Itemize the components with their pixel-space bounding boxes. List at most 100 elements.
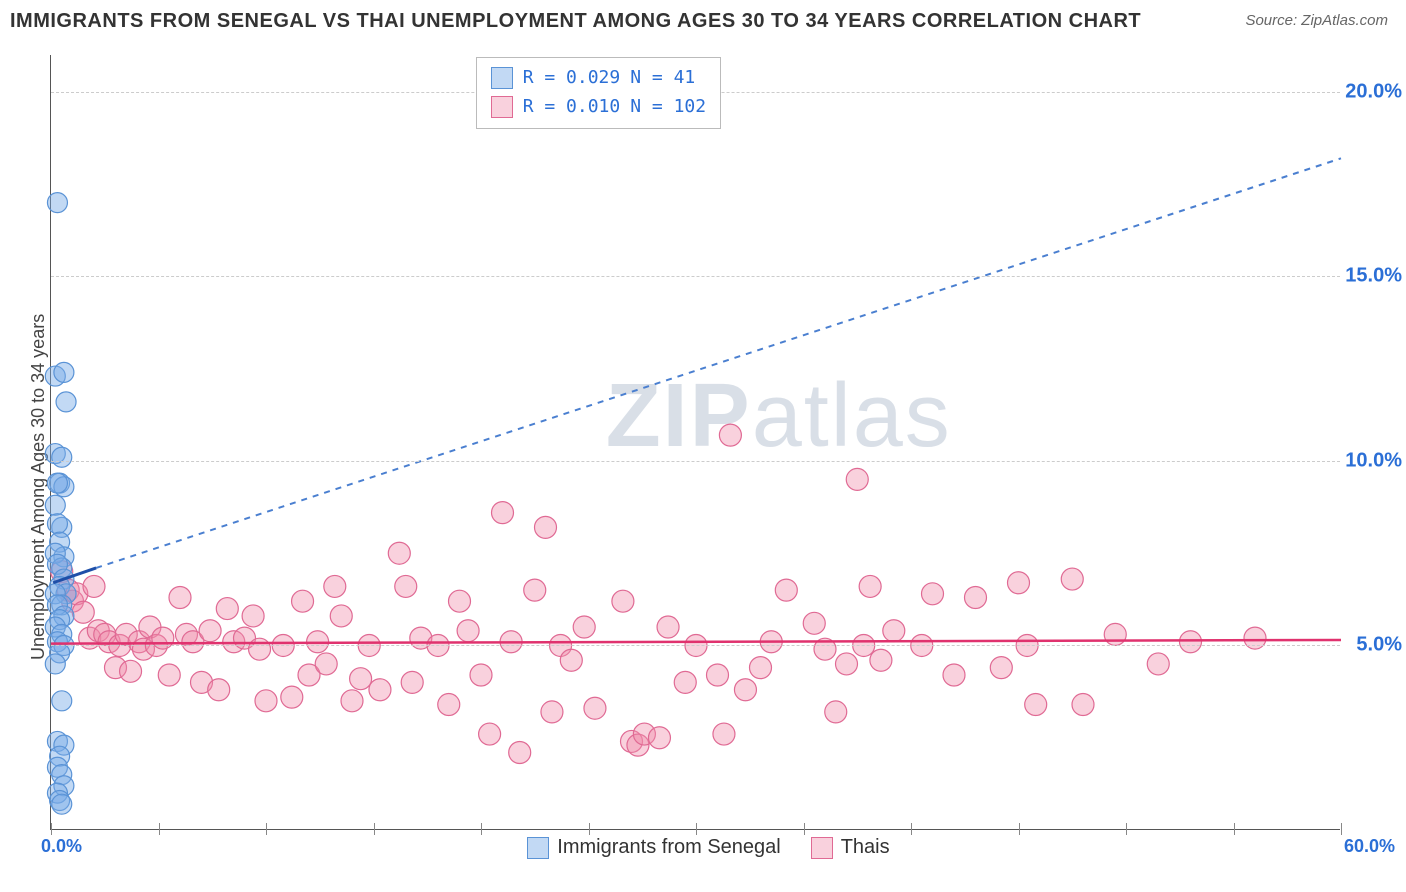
legend-item-senegal: Immigrants from Senegal <box>527 836 780 859</box>
data-point <box>707 664 729 686</box>
data-point <box>1147 653 1169 675</box>
data-point <box>249 638 271 660</box>
data-point <box>54 362 74 382</box>
data-point <box>1008 572 1030 594</box>
data-point <box>45 654 65 674</box>
data-point <box>52 447 72 467</box>
data-point <box>72 601 94 623</box>
legend-stats-row-thai: R = 0.010 N = 102 <box>491 93 706 122</box>
data-point <box>1180 631 1202 653</box>
x-tick <box>51 823 52 835</box>
swatch-senegal <box>491 67 513 89</box>
data-point <box>1061 568 1083 590</box>
data-point <box>1104 623 1126 645</box>
data-point <box>292 590 314 612</box>
data-point <box>836 653 858 675</box>
data-point <box>199 620 221 642</box>
gridline-y <box>51 461 1340 462</box>
data-point <box>492 502 514 524</box>
data-point <box>509 742 531 764</box>
data-point <box>395 575 417 597</box>
plot-area: ZIPatlas 5.0%10.0%15.0%20.0%0.0%60.0% <box>50 55 1340 830</box>
data-point <box>535 516 557 538</box>
data-point <box>457 620 479 642</box>
data-point <box>883 620 905 642</box>
data-point <box>859 575 881 597</box>
n-thai: N = 102 <box>630 93 706 122</box>
x-tick-label: 0.0% <box>41 836 82 857</box>
legend-label-thai: Thais <box>841 836 890 859</box>
x-tick-label: 60.0% <box>1344 836 1395 857</box>
trend-line-senegal-dashed <box>96 158 1341 568</box>
data-point <box>870 649 892 671</box>
data-point <box>846 468 868 490</box>
swatch-senegal-b <box>527 837 549 859</box>
data-point <box>388 542 410 564</box>
data-point <box>524 579 546 601</box>
data-point <box>674 671 696 693</box>
data-point <box>479 723 501 745</box>
r-thai: R = 0.010 <box>523 93 621 122</box>
data-point <box>713 723 735 745</box>
data-point <box>612 590 634 612</box>
data-point <box>47 514 67 534</box>
x-tick <box>159 823 160 835</box>
data-point <box>573 616 595 638</box>
x-tick <box>1341 823 1342 835</box>
data-point <box>47 193 67 213</box>
legend-label-senegal: Immigrants from Senegal <box>557 836 780 859</box>
data-point <box>734 679 756 701</box>
legend-item-thai: Thais <box>811 836 890 859</box>
data-point <box>341 690 363 712</box>
x-tick <box>1019 823 1020 835</box>
data-point <box>922 583 944 605</box>
data-point <box>401 671 423 693</box>
x-tick <box>266 823 267 835</box>
data-point <box>158 664 180 686</box>
data-point <box>1025 694 1047 716</box>
data-point <box>120 660 142 682</box>
y-tick-label: 10.0% <box>1345 449 1402 472</box>
data-point <box>965 587 987 609</box>
gridline-y <box>51 276 1340 277</box>
swatch-thai-b <box>811 837 833 859</box>
data-point <box>648 727 670 749</box>
data-point <box>541 701 563 723</box>
data-point <box>216 598 238 620</box>
data-point <box>242 605 264 627</box>
x-tick <box>374 823 375 835</box>
data-point <box>47 473 67 493</box>
data-point <box>825 701 847 723</box>
data-point <box>52 794 72 814</box>
x-tick <box>1234 823 1235 835</box>
data-point <box>470 664 492 686</box>
data-point <box>584 697 606 719</box>
data-point <box>324 575 346 597</box>
data-point <box>803 612 825 634</box>
data-point <box>657 616 679 638</box>
data-point <box>943 664 965 686</box>
data-point <box>350 668 372 690</box>
data-point <box>775 579 797 601</box>
x-tick <box>696 823 697 835</box>
chart-svg <box>51 55 1341 830</box>
data-point <box>83 575 105 597</box>
y-tick-label: 5.0% <box>1356 634 1402 657</box>
y-axis-label: Unemployment Among Ages 30 to 34 years <box>28 313 49 659</box>
y-tick-label: 15.0% <box>1345 265 1402 288</box>
x-tick <box>481 823 482 835</box>
gridline-y <box>51 645 1340 646</box>
data-point <box>438 694 460 716</box>
data-point <box>449 590 471 612</box>
x-tick <box>804 823 805 835</box>
data-point <box>52 691 72 711</box>
chart-title: IMMIGRANTS FROM SENEGAL VS THAI UNEMPLOY… <box>10 10 1141 33</box>
data-point <box>560 649 582 671</box>
data-point <box>719 424 741 446</box>
x-tick <box>1126 823 1127 835</box>
data-point <box>750 657 772 679</box>
data-point <box>315 653 337 675</box>
data-point <box>990 657 1012 679</box>
x-tick <box>589 823 590 835</box>
data-point <box>255 690 277 712</box>
